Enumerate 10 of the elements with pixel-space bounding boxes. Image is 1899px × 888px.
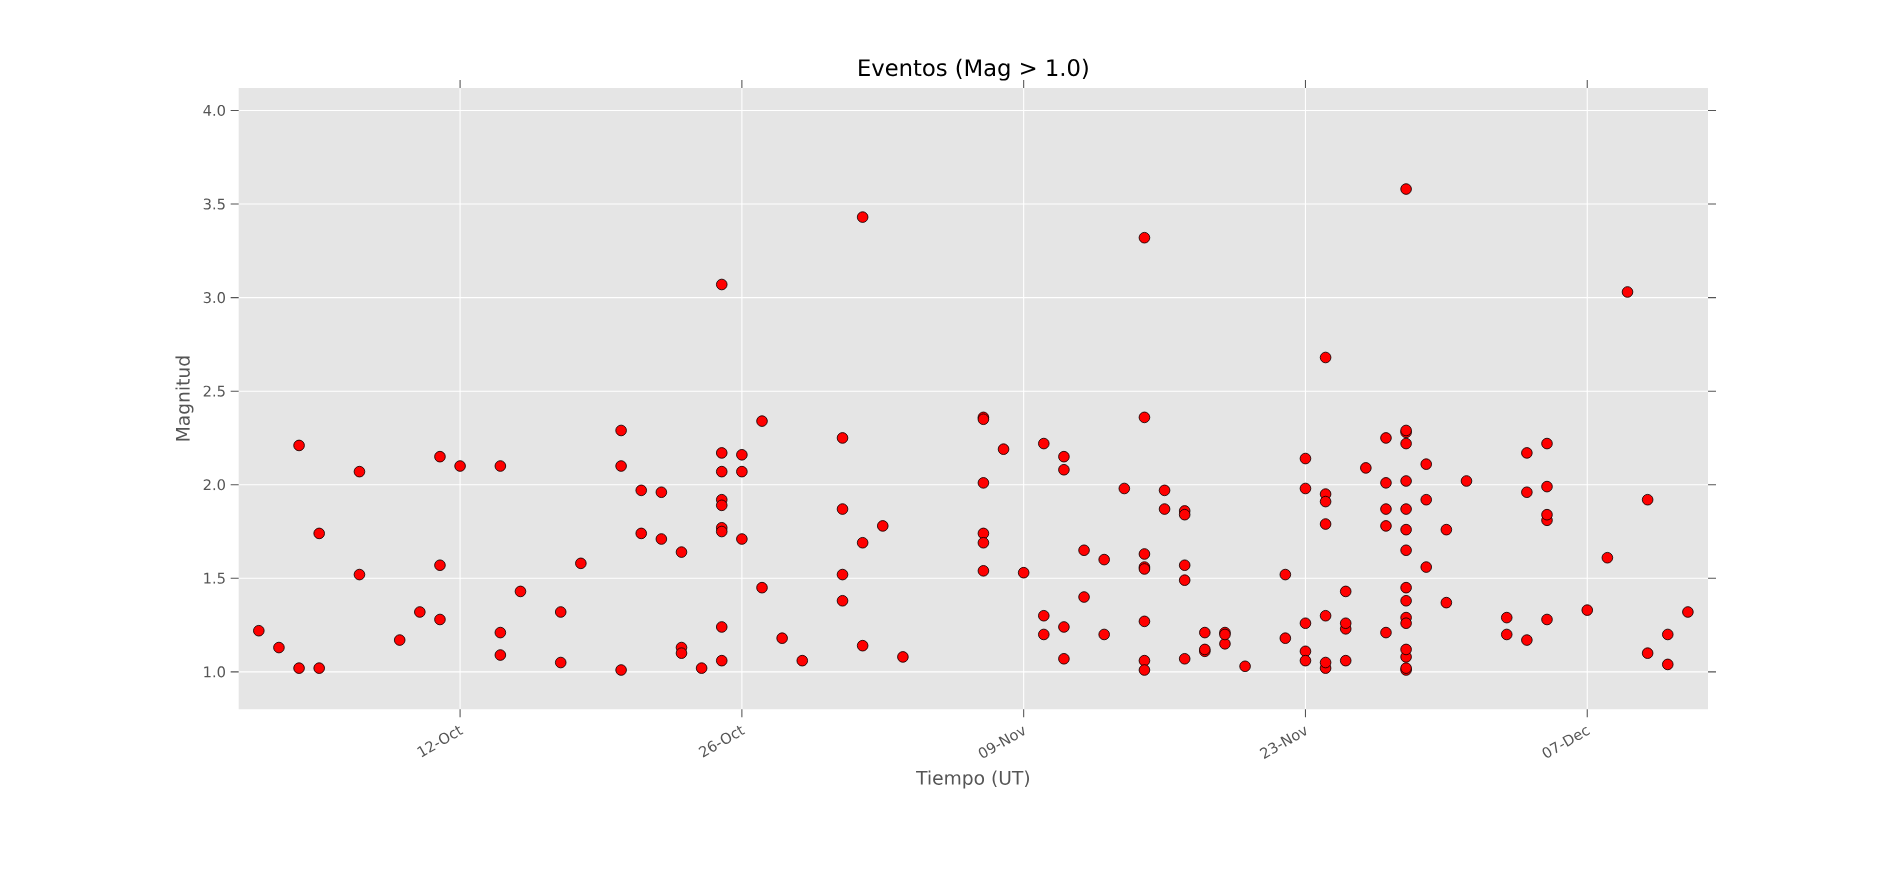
- y-tick-label: 4.0: [203, 104, 225, 116]
- x-axis-title: Tiempo (UT): [916, 770, 1030, 789]
- y-tick-label: 3.5: [203, 198, 225, 210]
- y-tick-label: 2.5: [203, 385, 225, 397]
- y-tick-label: 1.5: [204, 572, 225, 584]
- y-tick-label: 2.0: [203, 479, 225, 491]
- y-axis-title: Magnitud: [175, 356, 194, 441]
- chart-title: Eventos (Mag > 1.0): [859, 58, 1088, 81]
- y-tick-label: 3.0: [203, 292, 225, 304]
- y-tick-label: 1.0: [204, 666, 225, 678]
